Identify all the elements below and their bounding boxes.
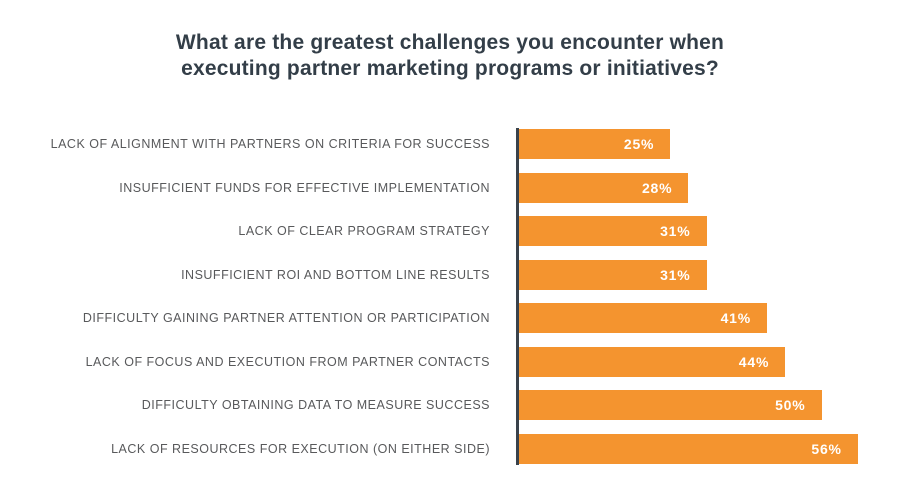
bar: 28%: [519, 172, 689, 203]
category-label: LACK OF FOCUS AND EXECUTION FROM PARTNER…: [85, 354, 490, 369]
bar-value-label: 31%: [660, 223, 691, 239]
chart-row: INSUFFICIENT ROI AND BOTTOM LINE RESULTS…: [0, 259, 900, 290]
category-label: DIFFICULTY OBTAINING DATA TO MEASURE SUC…: [141, 398, 490, 412]
bar-value-label: 56%: [811, 440, 842, 457]
chart-title: What are the greatest challenges you enc…: [0, 0, 900, 82]
bar-chart: LACK OF ALIGNMENT WITH PARTNERS ON CRITE…: [0, 128, 900, 465]
bar-value-label: 25%: [623, 136, 655, 152]
bar: 44%: [519, 346, 786, 377]
chart-rows: LACK OF ALIGNMENT WITH PARTNERS ON CRITE…: [0, 129, 900, 464]
category-label: LACK OF RESOURCES FOR EXECUTION (ON EITH…: [111, 441, 490, 456]
category-label: LACK OF CLEAR PROGRAM STRATEGY: [238, 224, 490, 238]
chart-title-line1: What are the greatest challenges you enc…: [175, 31, 725, 54]
category-label: LACK OF ALIGNMENT WITH PARTNERS ON CRITE…: [50, 137, 490, 151]
bar-value-label: 44%: [738, 353, 770, 370]
chart-row: LACK OF FOCUS AND EXECUTION FROM PARTNER…: [0, 346, 900, 377]
bar-value-label: 50%: [775, 397, 806, 413]
bar: 31%: [519, 216, 707, 246]
category-label: INSUFFICIENT ROI AND BOTTOM LINE RESULTS: [181, 267, 490, 282]
bar: 25%: [519, 129, 671, 159]
category-label: DIFFICULTY GAINING PARTNER ATTENTION OR …: [82, 311, 490, 325]
y-axis-line: [516, 128, 519, 465]
chart-row: LACK OF ALIGNMENT WITH PARTNERS ON CRITE…: [0, 129, 900, 159]
bar-value-label: 28%: [641, 179, 673, 196]
chart-title-line2: executing partner marketing programs or …: [181, 57, 719, 80]
chart-row: DIFFICULTY GAINING PARTNER ATTENTION OR …: [0, 303, 900, 333]
bar-value-label: 41%: [720, 310, 751, 326]
chart-row: LACK OF CLEAR PROGRAM STRATEGY 31%: [0, 216, 900, 246]
bar-value-label: 31%: [660, 266, 691, 283]
bar: 41%: [519, 303, 767, 333]
chart-row: INSUFFICIENT FUNDS FOR EFFECTIVE IMPLEME…: [0, 172, 900, 203]
bar: 50%: [519, 390, 822, 420]
bar: 31%: [519, 259, 707, 290]
category-label: INSUFFICIENT FUNDS FOR EFFECTIVE IMPLEME…: [119, 180, 490, 195]
chart-row: LACK OF RESOURCES FOR EXECUTION (ON EITH…: [0, 433, 900, 464]
chart-row: DIFFICULTY OBTAINING DATA TO MEASURE SUC…: [0, 390, 900, 420]
bar: 56%: [519, 433, 858, 464]
